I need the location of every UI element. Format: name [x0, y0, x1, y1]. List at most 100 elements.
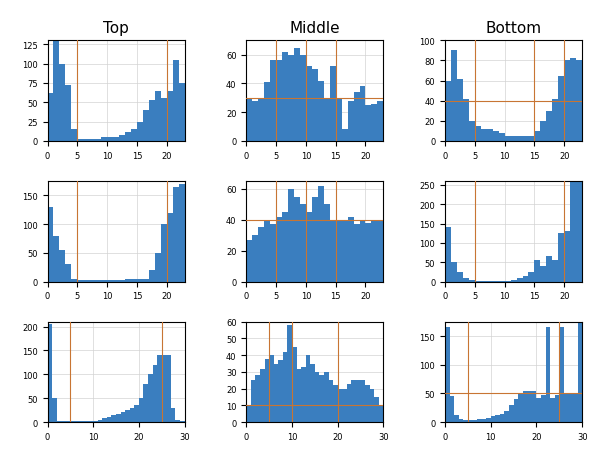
Bar	[70, 421, 75, 422]
Bar	[536, 398, 541, 422]
Title: Middle: Middle	[289, 21, 340, 36]
Bar	[504, 411, 509, 422]
Bar	[532, 391, 536, 422]
Bar	[469, 281, 475, 282]
Bar	[59, 251, 65, 282]
Bar	[155, 91, 161, 141]
Bar	[377, 220, 383, 282]
Bar	[353, 93, 359, 141]
Title: Top: Top	[103, 21, 129, 36]
Bar	[369, 389, 374, 422]
Bar	[66, 421, 70, 422]
Bar	[61, 421, 66, 422]
Bar	[324, 99, 330, 141]
Bar	[107, 418, 112, 422]
Bar	[558, 76, 564, 141]
Bar	[149, 101, 155, 141]
Bar	[306, 67, 312, 141]
Bar	[155, 253, 161, 282]
Bar	[361, 381, 365, 422]
Bar	[477, 420, 482, 422]
Bar	[101, 281, 107, 282]
Bar	[475, 281, 481, 282]
Bar	[157, 355, 162, 422]
Bar	[84, 421, 89, 422]
Bar	[258, 99, 264, 141]
Bar	[555, 395, 560, 422]
Bar	[296, 369, 301, 422]
Bar	[500, 414, 504, 422]
Bar	[102, 419, 107, 422]
Bar	[509, 405, 514, 422]
Bar	[171, 408, 175, 422]
Bar	[463, 100, 469, 141]
Bar	[499, 134, 505, 141]
Bar	[342, 220, 347, 282]
Bar	[492, 281, 499, 282]
Bar	[541, 122, 546, 141]
Bar	[119, 135, 125, 141]
Bar	[353, 225, 359, 282]
Bar	[137, 279, 143, 282]
Bar	[463, 420, 468, 422]
Bar	[568, 394, 573, 422]
Bar	[131, 279, 137, 282]
Bar	[56, 421, 61, 422]
Bar	[252, 101, 258, 141]
Bar	[264, 83, 270, 141]
Bar	[143, 279, 149, 282]
Bar	[300, 205, 306, 282]
Bar	[347, 101, 353, 141]
Bar	[162, 355, 166, 422]
Bar	[139, 398, 144, 422]
Bar	[148, 375, 153, 422]
Bar	[125, 410, 129, 422]
Bar	[560, 328, 564, 422]
Bar	[149, 270, 155, 282]
Bar	[451, 263, 457, 282]
Bar	[77, 139, 83, 141]
Bar	[310, 364, 315, 422]
Bar	[486, 281, 492, 282]
Bar	[365, 386, 369, 422]
Bar	[161, 224, 167, 282]
Bar	[541, 267, 546, 282]
Bar	[472, 420, 477, 422]
Bar	[278, 360, 283, 422]
Bar	[306, 355, 310, 422]
Bar	[558, 234, 564, 282]
Bar	[125, 279, 131, 282]
Bar	[65, 265, 71, 282]
Bar	[564, 394, 568, 422]
Bar	[48, 207, 53, 282]
Bar	[492, 132, 499, 141]
Bar	[342, 389, 347, 422]
Bar	[274, 364, 278, 422]
Bar	[53, 236, 59, 282]
Bar	[153, 365, 157, 422]
Bar	[475, 127, 481, 141]
Bar	[180, 421, 185, 422]
Bar	[454, 415, 459, 422]
Bar	[89, 421, 93, 422]
Bar	[137, 122, 143, 141]
Bar	[505, 281, 511, 282]
Bar	[511, 136, 517, 141]
Bar	[576, 62, 582, 141]
Bar	[306, 213, 312, 282]
Bar	[113, 281, 119, 282]
Bar	[337, 389, 342, 422]
Bar	[258, 228, 264, 282]
Bar	[523, 276, 529, 282]
Bar	[481, 129, 486, 141]
Bar	[292, 347, 296, 422]
Bar	[514, 399, 518, 422]
Bar	[276, 62, 282, 141]
Bar	[546, 257, 552, 282]
Bar	[144, 384, 148, 422]
Bar	[445, 228, 451, 282]
Bar	[482, 420, 486, 422]
Bar	[374, 397, 379, 422]
Bar	[301, 367, 306, 422]
Bar	[166, 355, 171, 422]
